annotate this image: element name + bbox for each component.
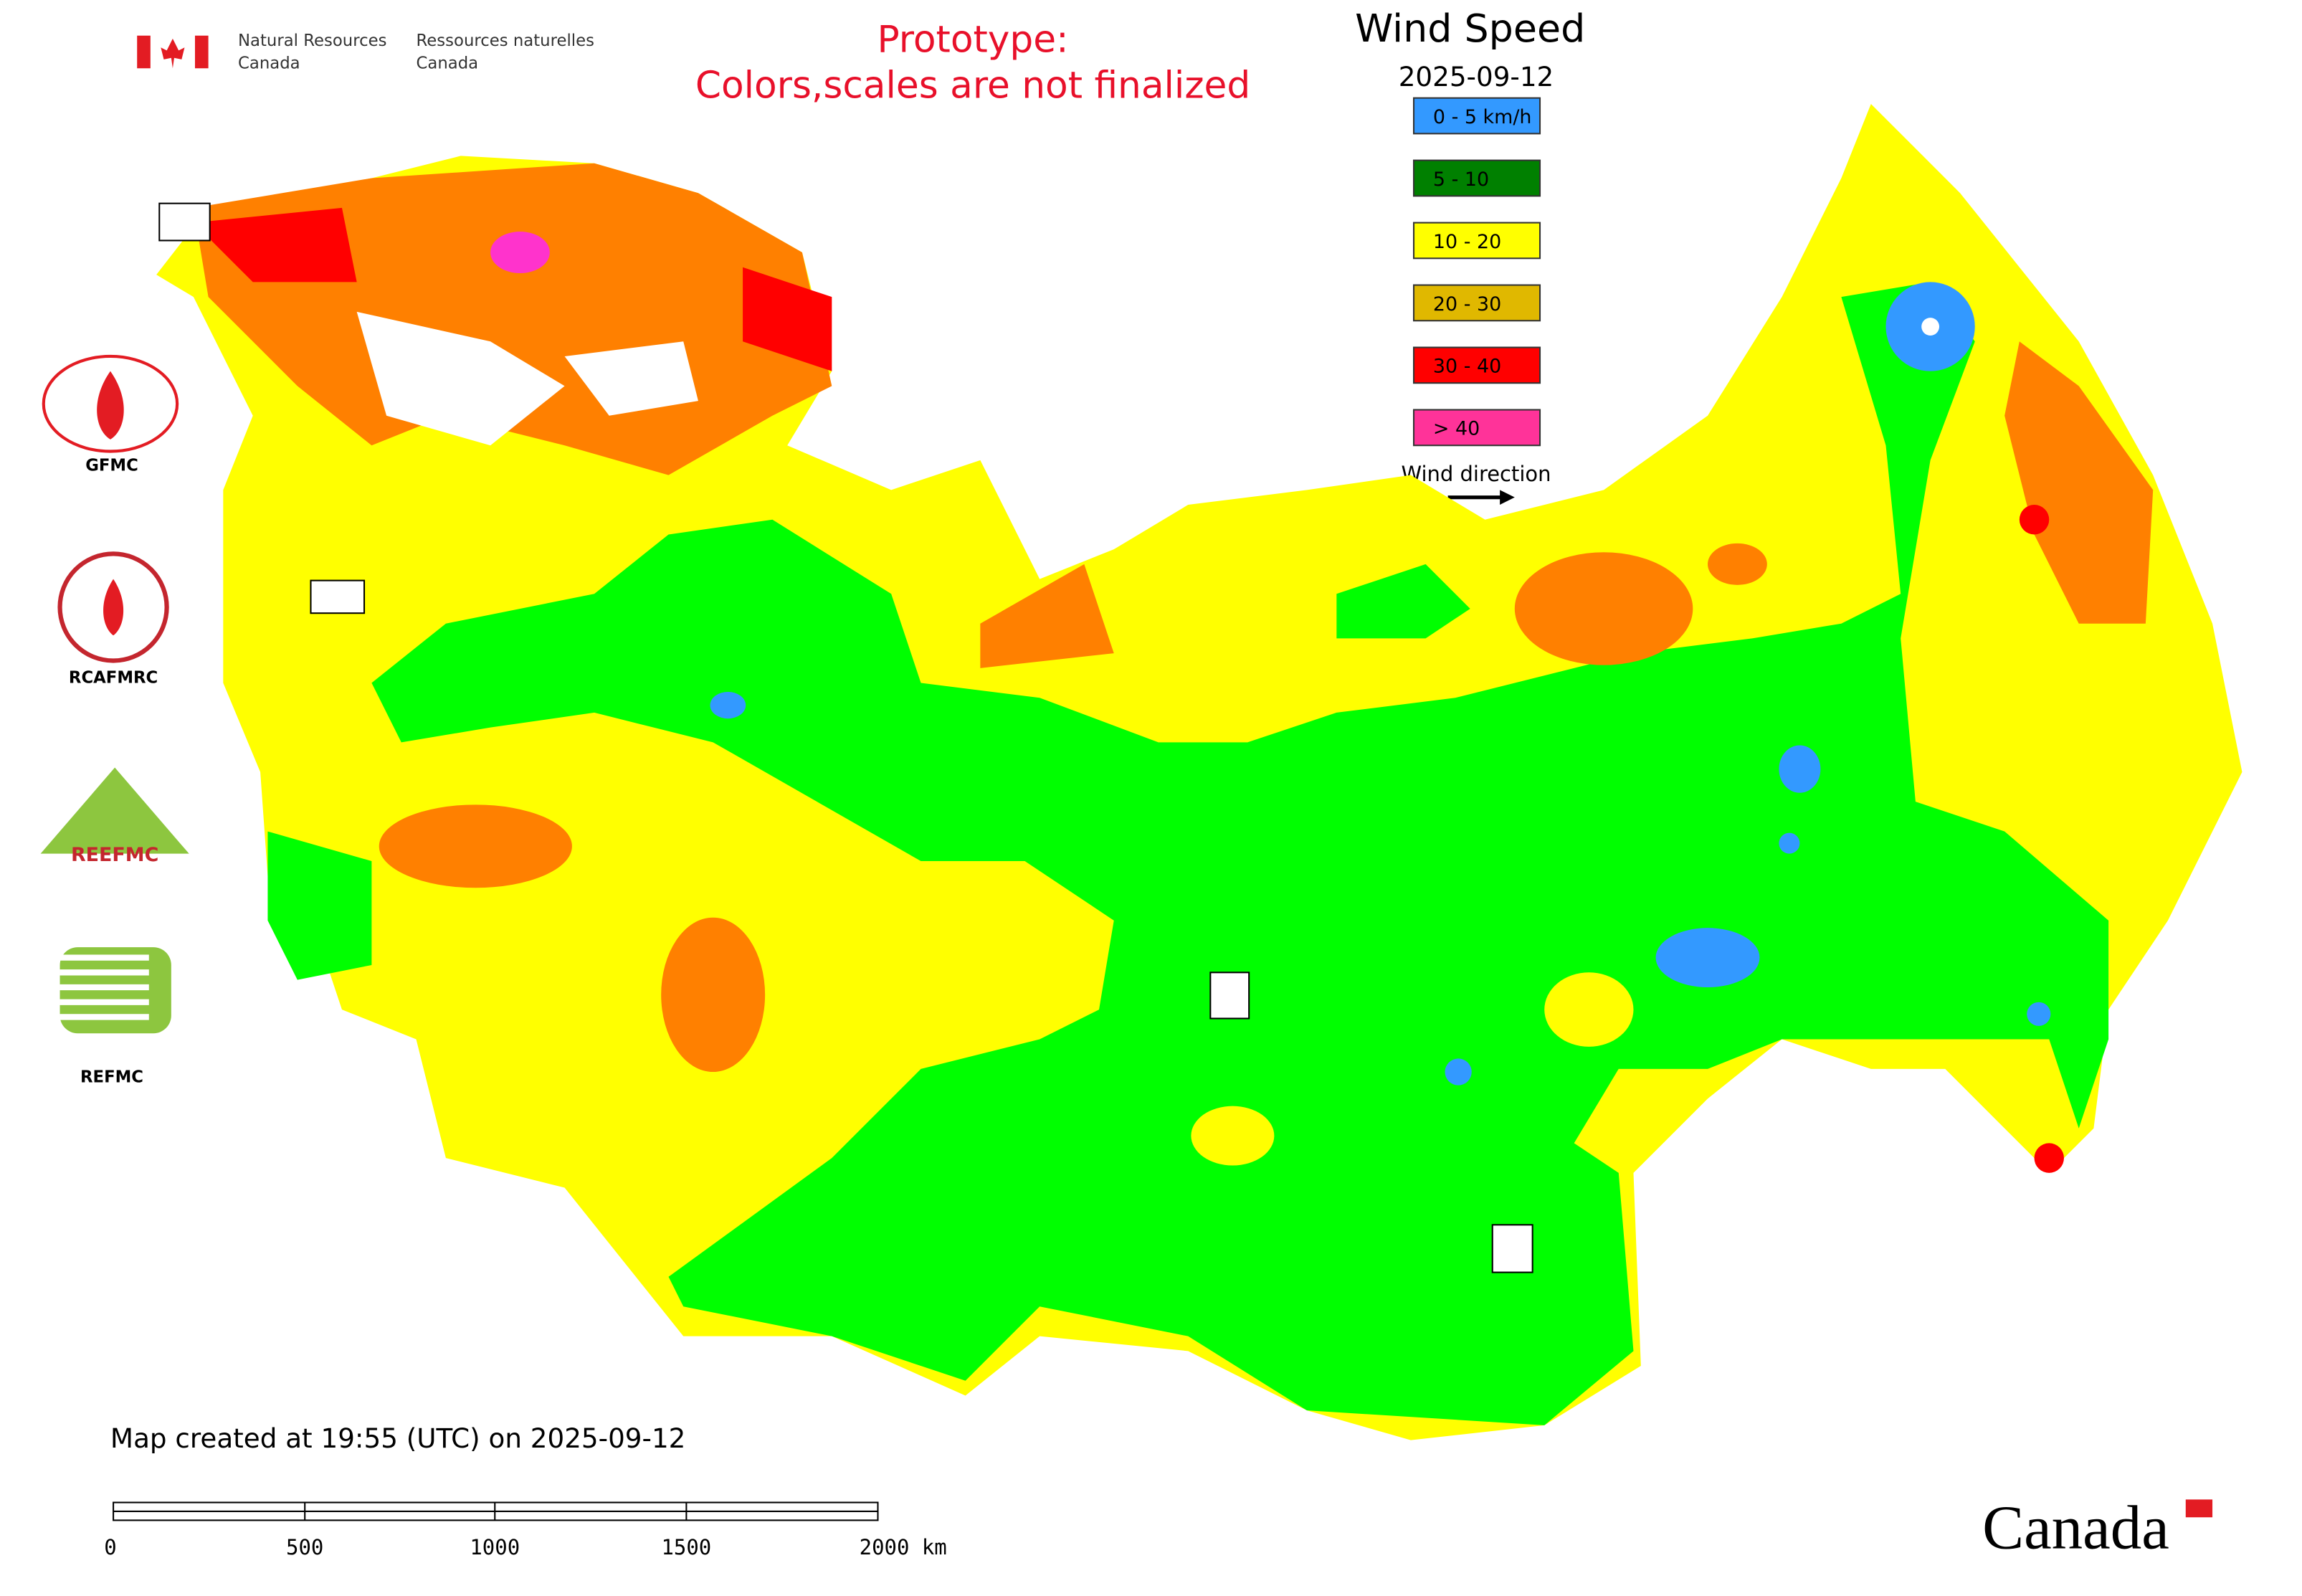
scale-label: 0 — [104, 1535, 116, 1559]
legend-swatch — [1412, 409, 1541, 447]
legend-swatch — [1412, 346, 1541, 384]
notice: Colors,scales are not finalized — [695, 65, 1250, 108]
agency-en: Canada — [238, 54, 300, 72]
scale-bar — [113, 1501, 879, 1521]
canada-wordmark: Canada — [1982, 1493, 2169, 1562]
legend-label: 20 - 30 — [1433, 293, 1501, 315]
notice: Prototype: — [877, 18, 1068, 61]
legend-swatch — [1412, 222, 1541, 260]
logo-label: RCAFMRC — [69, 669, 158, 688]
legend-swatch — [1412, 97, 1541, 135]
nrcan-header: Natural Resources Canada Ressources natu… — [137, 32, 594, 72]
legend-label: 10 - 20 — [1433, 231, 1501, 253]
legend-label: 30 - 40 — [1433, 356, 1501, 378]
map — [156, 103, 2242, 1440]
scale-label: 2000 km — [860, 1535, 947, 1559]
legend-label: 0 - 5 km/h — [1433, 106, 1532, 128]
legend-swatch — [1412, 284, 1541, 322]
wind-arrow — [1447, 490, 1515, 505]
scale-label: 1500 — [661, 1535, 711, 1559]
legend-swatch — [1412, 159, 1541, 197]
logo-label: REFMC — [80, 1068, 143, 1087]
legend-label: > 40 — [1433, 418, 1480, 440]
date: 2025-09-12 — [1399, 61, 1554, 92]
title: Wind Speed — [1355, 6, 1585, 51]
legend-label: 5 - 10 — [1433, 168, 1489, 191]
wordmark-flag — [2185, 1499, 2213, 1518]
created-note: Map created at 19:55 (UTC) on 2025-09-12 — [110, 1422, 685, 1454]
logo-label: GFMC — [85, 456, 138, 475]
agency-fr: Canada — [417, 54, 479, 72]
agency-en: Natural Resources — [238, 32, 386, 50]
legend: 0 - 5 km/h 5 - 10 10 - 20 20 - 30 30 - 40 > 4… — [1412, 97, 1541, 447]
logo-label: REEFMC — [71, 844, 158, 866]
agency-fr: Ressources naturelles — [417, 32, 594, 50]
logos: GFMC RCAFMRC REEFMC REFMC — [40, 354, 189, 1087]
scale-label: 1000 — [470, 1535, 520, 1559]
scale-label: 500 — [286, 1535, 323, 1559]
wind-direction-label: Wind direction — [1401, 462, 1551, 486]
